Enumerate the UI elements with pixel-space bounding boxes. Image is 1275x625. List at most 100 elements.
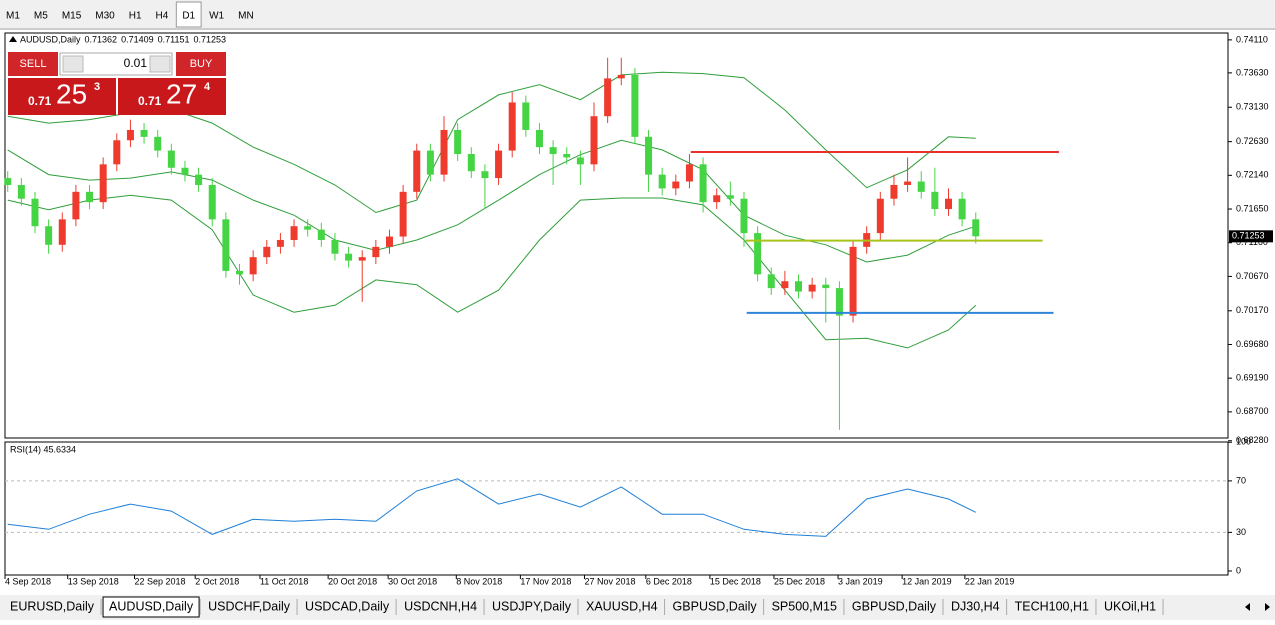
- chart-tab[interactable]: [1008, 597, 1095, 617]
- chart-tab[interactable]: [398, 597, 484, 617]
- candle-body: [563, 154, 571, 158]
- tab-scroll-left[interactable]: [1245, 603, 1250, 611]
- candle-body: [154, 136, 162, 151]
- chart-tab[interactable]: [4, 597, 101, 617]
- y-tick-label: 0.73630: [1236, 67, 1269, 77]
- timeframe-label: M5: [34, 11, 48, 22]
- candle-body: [304, 226, 312, 230]
- candle-body: [222, 219, 230, 271]
- ohlc-value: 0.71362: [85, 34, 118, 44]
- timeframe-label: M30: [95, 11, 115, 22]
- timeframe-button[interactable]: [27, 2, 54, 27]
- x-tick-label: 12 Jan 2019: [902, 576, 952, 586]
- chart-tab[interactable]: [580, 597, 664, 617]
- candle-body: [944, 198, 952, 210]
- x-tick-label: 25 Dec 2018: [774, 576, 825, 586]
- chart-tab[interactable]: [666, 597, 763, 617]
- candle-body: [113, 140, 121, 165]
- ask-box[interactable]: [118, 78, 226, 115]
- timeframe-button[interactable]: [89, 2, 121, 27]
- chart-tab-label: GBPUSD,Daily: [852, 599, 937, 613]
- ohlc-value: 0.71409: [121, 34, 154, 44]
- ask-main: 27: [166, 78, 197, 109]
- x-tick-label: 22 Jan 2019: [965, 576, 1015, 586]
- chart-tab-label: USDCNH,H4: [404, 599, 477, 613]
- chart-tab-label: USDCHF,Daily: [208, 599, 291, 613]
- chart-tab[interactable]: [765, 597, 843, 617]
- candle-body: [331, 239, 339, 254]
- candle-body: [890, 184, 898, 199]
- timeframe-button[interactable]: [175, 1, 202, 28]
- timeframe-button[interactable]: [203, 2, 231, 27]
- timeframe-button[interactable]: [232, 2, 260, 27]
- rsi-tick-label: 0: [1236, 565, 1241, 575]
- candle-body: [549, 147, 557, 155]
- candle-body: [440, 129, 448, 175]
- x-tick-label: 3 Jan 2019: [838, 576, 883, 586]
- ask-small: 4: [204, 81, 211, 93]
- chart-tab[interactable]: [202, 597, 297, 617]
- timeframe-button[interactable]: [122, 2, 148, 27]
- candle-body: [263, 246, 271, 258]
- timeframe-label: M1: [6, 11, 20, 22]
- x-tick-label: 22 Sep 2018: [135, 576, 186, 586]
- candle-body: [426, 150, 434, 175]
- chart-tab-label: GBPUSD,Daily: [673, 599, 758, 613]
- timeframe-button[interactable]: [149, 2, 175, 27]
- candle-body: [822, 284, 830, 289]
- timeframe-label: M15: [62, 11, 82, 22]
- candle-body: [972, 219, 980, 237]
- chart-tab[interactable]: [102, 596, 200, 618]
- candle-body: [140, 129, 148, 137]
- tab-scroll-bg[interactable]: [1232, 597, 1275, 617]
- y-tick-label: 0.69190: [1236, 373, 1269, 383]
- current-price-box: [1229, 230, 1273, 243]
- chart-tab-label: SP500,M15: [772, 599, 837, 613]
- y-tick-label: 0.71650: [1236, 203, 1269, 213]
- bid-main: 25: [56, 78, 87, 109]
- lot-up[interactable]: [149, 55, 171, 73]
- candle-body: [604, 78, 612, 117]
- x-tick-label: 20 Oct 2018: [328, 576, 377, 586]
- buy-button[interactable]: [176, 52, 226, 76]
- chart-tab[interactable]: [299, 597, 396, 617]
- candle-body: [181, 167, 189, 175]
- candle-body: [699, 164, 707, 203]
- chart-tab-label: TECH100,H1: [1015, 599, 1089, 613]
- chart-tab-label: USDCAD,Daily: [305, 599, 390, 613]
- y-tick-label: 0.73130: [1236, 102, 1269, 112]
- chart-tab[interactable]: [1097, 597, 1163, 617]
- timeframe-button[interactable]: [0, 2, 26, 27]
- y-tick-label: 0.72630: [1236, 136, 1269, 146]
- sell-button[interactable]: [8, 52, 58, 76]
- lot-field[interactable]: [59, 52, 173, 76]
- rsi-tick-label: 100: [1236, 437, 1251, 447]
- candle-body: [345, 253, 353, 261]
- buy-label: BUY: [190, 58, 213, 70]
- candle-body: [876, 198, 884, 234]
- candle-body: [685, 164, 693, 182]
- chart-tab[interactable]: [486, 597, 577, 617]
- candle-body: [58, 219, 66, 245]
- timeframe-label: H1: [129, 11, 142, 22]
- tab-scroll-right[interactable]: [1265, 603, 1270, 611]
- chart-tab-label: AUDUSD,Daily: [109, 599, 194, 613]
- candle-body: [195, 174, 203, 185]
- candle-body: [454, 129, 462, 155]
- candle-body: [767, 274, 775, 289]
- candle-body: [713, 195, 721, 203]
- candle-body: [904, 181, 912, 185]
- x-tick-label: 11 Oct 2018: [260, 576, 308, 586]
- lot-down[interactable]: [62, 55, 84, 73]
- timeframe-label: MN: [238, 11, 254, 22]
- lot-value: 0.01: [124, 56, 148, 70]
- ohlc-value: 0.71253: [193, 34, 226, 44]
- bid-big: 0.71: [28, 94, 52, 108]
- bid-box[interactable]: [8, 78, 116, 115]
- chart-tab[interactable]: [944, 597, 1006, 617]
- timeframe-button[interactable]: [55, 2, 88, 27]
- chart-tab[interactable]: [845, 597, 942, 617]
- rsi-tick-label: 70: [1236, 475, 1246, 485]
- x-tick-label: 17 Nov 2018: [520, 576, 571, 586]
